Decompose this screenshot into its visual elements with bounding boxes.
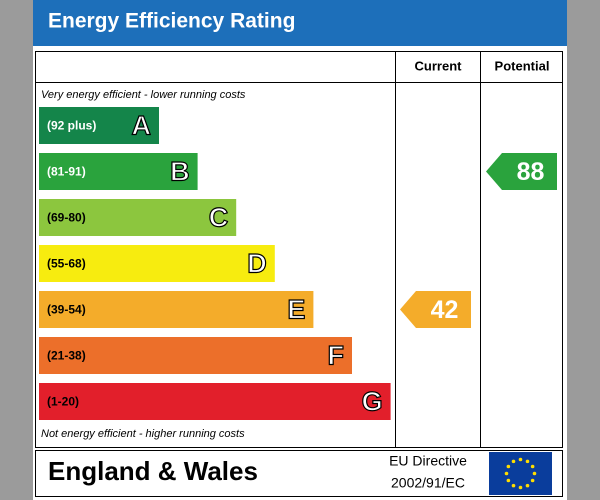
band-bar bbox=[39, 107, 159, 144]
rating-value: 42 bbox=[431, 296, 459, 324]
band-letter: F bbox=[328, 341, 345, 371]
flag-star bbox=[511, 483, 516, 488]
band-letter: C bbox=[209, 203, 229, 233]
band-bar bbox=[39, 245, 275, 282]
flag-star bbox=[511, 459, 516, 464]
band-letter: A bbox=[132, 111, 152, 141]
bottom-note: Not energy efficient - higher running co… bbox=[41, 428, 245, 440]
band-range: (92 plus) bbox=[47, 119, 96, 133]
top-note: Very energy efficient - lower running co… bbox=[41, 89, 246, 101]
band-bar bbox=[39, 337, 352, 374]
flag-star bbox=[506, 464, 511, 469]
directive-line: 2002/91/EC bbox=[391, 475, 465, 491]
flag-star bbox=[518, 457, 523, 462]
band-range: (21-38) bbox=[47, 349, 86, 363]
region: England & Wales bbox=[48, 456, 258, 486]
flag-star bbox=[532, 471, 537, 476]
rating-arrow bbox=[400, 291, 471, 328]
band-bar bbox=[39, 153, 198, 190]
band-letter: G bbox=[362, 387, 383, 417]
header-bar bbox=[33, 0, 567, 46]
band-range: (81-91) bbox=[47, 165, 86, 179]
eu-flag bbox=[489, 452, 552, 495]
directive-line: EU Directive bbox=[389, 453, 467, 469]
table-border bbox=[35, 51, 563, 448]
flag-star bbox=[504, 471, 509, 476]
potential-header: Potential bbox=[495, 58, 550, 73]
flag-star bbox=[518, 485, 523, 490]
band-bar bbox=[39, 383, 391, 420]
flag-star bbox=[525, 459, 530, 464]
rating-arrow bbox=[486, 153, 557, 190]
flag-star bbox=[530, 464, 535, 469]
band-range: (55-68) bbox=[47, 257, 86, 271]
rating-value: 88 bbox=[517, 158, 545, 186]
flag-star bbox=[525, 483, 530, 488]
band-letter: D bbox=[247, 249, 267, 279]
flag-star bbox=[530, 478, 535, 483]
current-header: Current bbox=[415, 58, 463, 73]
footer-border bbox=[35, 450, 563, 497]
band-range: (39-54) bbox=[47, 303, 86, 317]
band-bar bbox=[39, 291, 314, 328]
band-range: (1-20) bbox=[47, 395, 79, 409]
flag-star bbox=[506, 478, 511, 483]
band-letter: B bbox=[170, 157, 190, 187]
band-letter: E bbox=[287, 295, 305, 325]
band-range: (69-80) bbox=[47, 211, 86, 225]
title: Energy Efficiency Rating bbox=[48, 10, 295, 33]
band-bar bbox=[39, 199, 237, 236]
